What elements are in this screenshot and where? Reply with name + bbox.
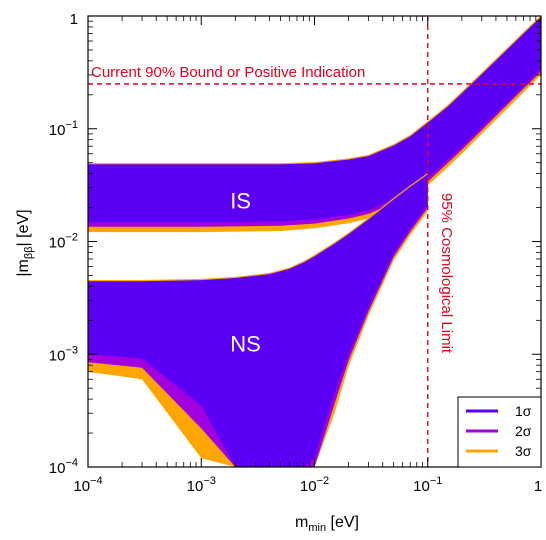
region-label-is: IS bbox=[230, 189, 251, 214]
y-tick-label: 10−1 bbox=[49, 119, 78, 139]
legend: 1σ 2σ 3σ bbox=[457, 396, 542, 468]
cosmo-line-label: 95% Cosmological Limit bbox=[438, 193, 455, 354]
labels-layer: Current 90% Bound or Positive Indication… bbox=[91, 64, 455, 357]
legend-label-3sigma: 3σ bbox=[515, 443, 532, 459]
y-axis-label: |mββ| [eV] bbox=[15, 209, 35, 276]
y-tick-label: 10−2 bbox=[49, 232, 78, 252]
y-tick-label: 10−3 bbox=[49, 344, 78, 364]
bound-line-label: Current 90% Bound or Positive Indication bbox=[91, 64, 365, 81]
ns-band-1sigma bbox=[88, 173, 428, 467]
limit-lines-layer bbox=[88, 16, 541, 467]
y-tick-label: 1 bbox=[70, 11, 78, 28]
x-tick-label: 1 bbox=[534, 478, 542, 495]
x-tick-label: 10−1 bbox=[413, 475, 442, 495]
x-tick-label: 10−3 bbox=[187, 475, 216, 495]
x-tick-label: 10−4 bbox=[73, 475, 102, 495]
region-label-ns: NS bbox=[230, 331, 261, 356]
axes-layer: 10−4 10−3 10−2 10−1 1 10−4 10−3 10−2 10−1 1 mmin [… bbox=[15, 11, 542, 534]
x-axis-label: mmin [eV] bbox=[295, 514, 359, 534]
x-tick-label: 10−2 bbox=[300, 475, 329, 495]
legend-label-2sigma: 2σ bbox=[515, 423, 532, 439]
y-tick-label: 10−4 bbox=[49, 457, 78, 477]
legend-label-1sigma: 1σ bbox=[515, 403, 532, 419]
is-band-upper-edge bbox=[88, 16, 541, 165]
ns-band-upper-edge bbox=[88, 173, 429, 282]
